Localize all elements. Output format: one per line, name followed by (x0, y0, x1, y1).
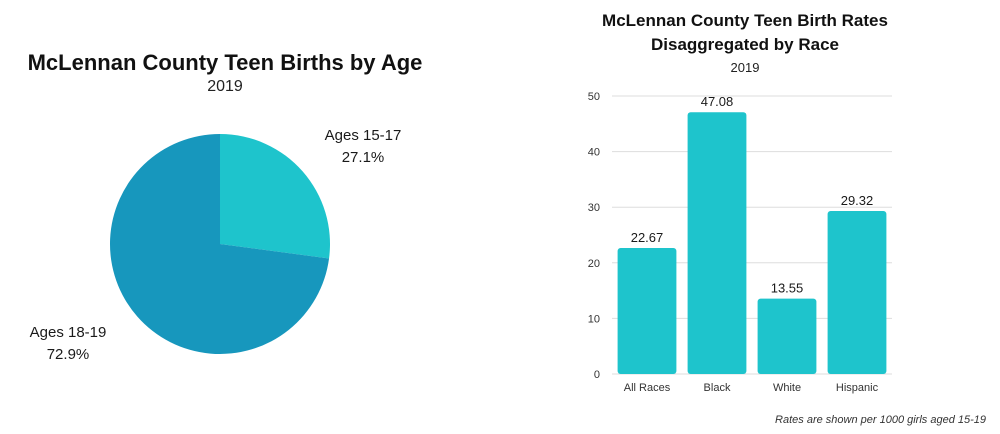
y-tick-label: 0 (594, 369, 600, 381)
pie-slice-2 (110, 134, 330, 354)
bar-chart: 0 10 20 30 40 50 22.67 All Races 47.08 Black 13.55… (588, 91, 892, 394)
bar-all-races (617, 247, 677, 374)
bar-white (757, 298, 817, 374)
pie-slice-label: Ages 15-17 (325, 127, 402, 144)
y-tick-label: 50 (588, 91, 600, 103)
pie-chart-subtitle: 2019 (207, 78, 243, 95)
bar-value-label: 29.32 (841, 193, 874, 208)
x-tick-label: All Races (624, 382, 671, 394)
pie-chart-panel: McLennan County Teen Births by Age 2019 … (0, 0, 450, 434)
bar-value-label: 22.67 (631, 230, 664, 245)
x-tick-label: White (773, 382, 801, 394)
pie-slice-value-label: 27.1% (342, 149, 385, 166)
x-tick-label: Hispanic (836, 382, 879, 394)
pie-slice-1 (220, 134, 331, 259)
y-tick-label: 40 (588, 147, 600, 159)
pie-chart: Ages 15-17 27.1% Ages 18-19 72.9% (30, 127, 402, 363)
bar-value-label: 47.08 (701, 94, 734, 109)
pie-slice-label: Ages 18-19 (30, 324, 107, 341)
y-tick-label: 30 (588, 202, 600, 214)
bar-chart-panel: McLennan County Teen Birth Rates Disaggr… (560, 0, 1000, 434)
pie-slice-value-label: 72.9% (47, 346, 90, 363)
pie-chart-title: McLennan County Teen Births by Age (27, 50, 423, 75)
bar-black (687, 112, 747, 374)
y-tick-label: 10 (588, 313, 600, 325)
y-tick-label: 20 (588, 258, 600, 270)
bar-chart-title-line-1: McLennan County Teen Birth Rates (602, 11, 888, 30)
bar-chart-subtitle: 2019 (730, 60, 760, 75)
bar-value-label: 13.55 (771, 281, 804, 296)
x-tick-label: Black (704, 382, 731, 394)
bar-hispanic (827, 210, 887, 374)
bar-chart-title-line-2: Disaggregated by Race (650, 35, 839, 54)
bar-chart-footnote: Rates are shown per 1000 girls aged 15-1… (775, 414, 986, 426)
